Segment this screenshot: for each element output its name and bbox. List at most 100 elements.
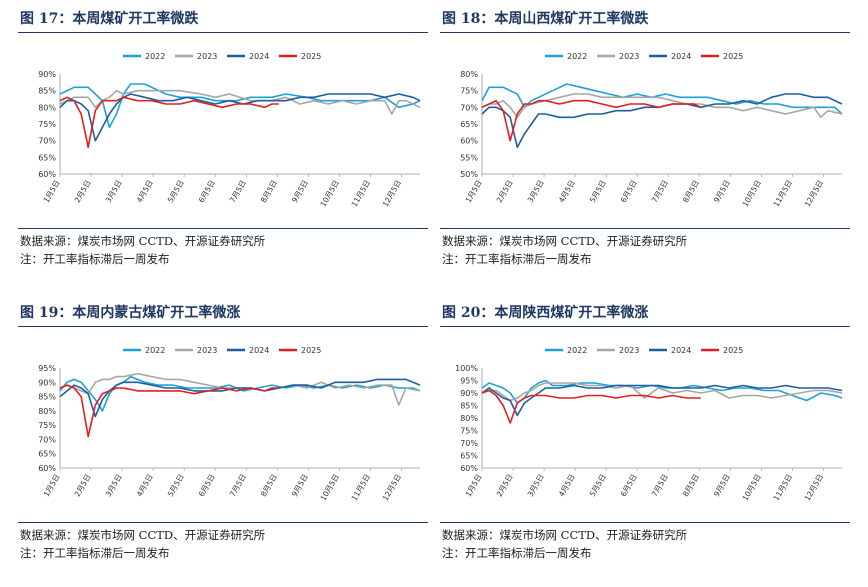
x-tick-label: 1月5日 — [464, 473, 484, 499]
x-tick-label: 4月5日 — [557, 473, 577, 499]
x-tick-label: 10月5日 — [319, 473, 341, 503]
figure-title: 图 19：本周内蒙古煤矿开工率微涨 — [20, 305, 241, 321]
legend-label: 2023 — [197, 346, 217, 355]
x-tick-label: 5月5日 — [166, 179, 186, 205]
y-tick-label: 85% — [460, 402, 478, 411]
legend-label: 2024 — [671, 346, 691, 355]
x-tick-label: 2月5日 — [73, 179, 93, 205]
x-tick-label: 8月5日 — [259, 179, 279, 205]
series-line-2022 — [59, 83, 421, 129]
x-tick-label: 8月5日 — [681, 473, 701, 499]
footnote: 注：开工率指标滞后一周发布 — [442, 546, 592, 560]
y-tick-label: 60% — [460, 464, 478, 473]
series-line-2024 — [481, 384, 843, 417]
x-tick-label: 7月5日 — [228, 473, 248, 499]
figure-19-panel: 图 19：本周内蒙古煤矿开工率微涨 2022 2023 2024 2025 60% 65%… — [18, 300, 428, 582]
data-source: 数据来源：煤炭市场网 CCTD、开源证券研究所 — [442, 234, 688, 248]
series-line-2023 — [481, 93, 843, 119]
x-tick-label: 1月5日 — [464, 179, 484, 205]
y-tick-label: 55% — [460, 153, 478, 162]
series-line-2022 — [481, 379, 843, 404]
legend-label: 2025 — [723, 346, 743, 355]
series-line-2023 — [59, 372, 421, 406]
source-divider — [18, 228, 428, 229]
x-tick-label: 11月5日 — [772, 179, 794, 209]
footnote: 注：开工率指标滞后一周发布 — [442, 252, 592, 266]
x-tick-label: 3月5日 — [526, 179, 546, 205]
x-tick-label: 3月5日 — [526, 473, 546, 499]
x-tick-label: 12月5日 — [803, 473, 825, 503]
legend-label: 2022 — [145, 346, 165, 355]
footnote: 注：开工率指标滞后一周发布 — [20, 546, 170, 560]
title-divider — [18, 32, 428, 33]
legend-label: 2022 — [145, 52, 165, 61]
y-tick-label: 90% — [460, 389, 478, 398]
y-tick-label: 65% — [460, 120, 478, 129]
figure-title: 图 18：本周山西煤矿开工率微跌 — [442, 11, 649, 27]
legend-label: 2022 — [567, 52, 587, 61]
x-tick-label: 12月5日 — [381, 473, 403, 503]
legend-label: 2025 — [301, 346, 321, 355]
y-tick-label: 85% — [38, 393, 56, 402]
x-tick-label: 8月5日 — [259, 473, 279, 499]
coal-mine-operating-rate-chart: 2022 2023 2024 2025 60% 65% 70% 75% 80% 85% 90% 1月5… — [38, 52, 421, 208]
figure-title: 图 20：本周陕西煤矿开工率微涨 — [442, 305, 649, 321]
y-tick-label: 80% — [460, 414, 478, 423]
x-tick-label: 11月5日 — [350, 473, 372, 503]
x-tick-label: 10月5日 — [741, 179, 763, 209]
title-divider — [440, 32, 850, 33]
series-line-2024 — [59, 378, 421, 418]
legend: 2022 2023 2024 2025 — [545, 346, 743, 355]
y-tick-label: 85% — [38, 87, 56, 96]
y-tick-label: 75% — [38, 421, 56, 430]
data-source: 数据来源：煤炭市场网 CCTD、开源证券研究所 — [20, 528, 266, 542]
legend-label: 2023 — [619, 346, 639, 355]
x-tick-label: 5月5日 — [166, 473, 186, 499]
x-tick-label: 7月5日 — [650, 179, 670, 205]
title-divider — [440, 326, 850, 327]
x-tick-label: 9月5日 — [712, 473, 732, 499]
y-tick-label: 80% — [460, 70, 478, 79]
data-source: 数据来源：煤炭市场网 CCTD、开源证券研究所 — [20, 234, 266, 248]
legend-label: 2022 — [567, 346, 587, 355]
y-tick-label: 95% — [38, 364, 56, 373]
x-tick-label: 9月5日 — [290, 473, 310, 499]
x-tick-label: 9月5日 — [290, 179, 310, 205]
figure-17-panel: 图 17：本周煤矿开工率微跌 2022 2023 2024 2025 60% 65% 70%… — [18, 6, 428, 288]
x-tick-label: 4月5日 — [557, 179, 577, 205]
y-tick-label: 80% — [38, 103, 56, 112]
x-tick-label: 3月5日 — [104, 179, 124, 205]
y-tick-label: 75% — [460, 427, 478, 436]
legend: 2022 2023 2024 2025 — [545, 52, 743, 61]
legend-label: 2025 — [301, 52, 321, 61]
footnote: 注：开工率指标滞后一周发布 — [20, 252, 170, 266]
y-tick-label: 75% — [460, 87, 478, 96]
series-line-2025 — [59, 384, 279, 438]
series-line-2024 — [481, 93, 843, 149]
y-tick-label: 95% — [460, 377, 478, 386]
x-tick-label: 5月5日 — [588, 473, 608, 499]
figure-20-panel: 图 20：本周陕西煤矿开工率微涨 2022 2023 2024 2025 60% 65% 7… — [440, 300, 850, 582]
x-tick-label: 9月5日 — [712, 179, 732, 205]
x-tick-label: 7月5日 — [228, 179, 248, 205]
x-tick-label: 6月5日 — [619, 473, 639, 499]
x-tick-label: 7月5日 — [650, 473, 670, 499]
x-tick-label: 11月5日 — [772, 473, 794, 503]
legend-label: 2025 — [723, 52, 743, 61]
legend-label: 2024 — [249, 346, 269, 355]
x-tick-label: 2月5日 — [73, 473, 93, 499]
series-line-2025 — [481, 99, 702, 142]
y-tick-label: 65% — [38, 450, 56, 459]
x-tick-label: 1月5日 — [42, 473, 62, 499]
y-tick-label: 100% — [455, 364, 478, 373]
x-tick-label: 12月5日 — [803, 179, 825, 209]
series-line-2025 — [481, 389, 701, 424]
legend-label: 2023 — [197, 52, 217, 61]
y-tick-label: 70% — [460, 439, 478, 448]
legend: 2022 2023 2024 2025 — [123, 52, 321, 61]
y-tick-label: 65% — [38, 153, 56, 162]
data-source: 数据来源：煤炭市场网 CCTD、开源证券研究所 — [442, 528, 688, 542]
inner-mongolia-operating-rate-chart: 2022 2023 2024 2025 60% 65% 70% 75% 80% 85% 90% 95%… — [38, 346, 421, 503]
legend-label: 2024 — [671, 52, 691, 61]
x-tick-label: 2月5日 — [495, 179, 515, 205]
